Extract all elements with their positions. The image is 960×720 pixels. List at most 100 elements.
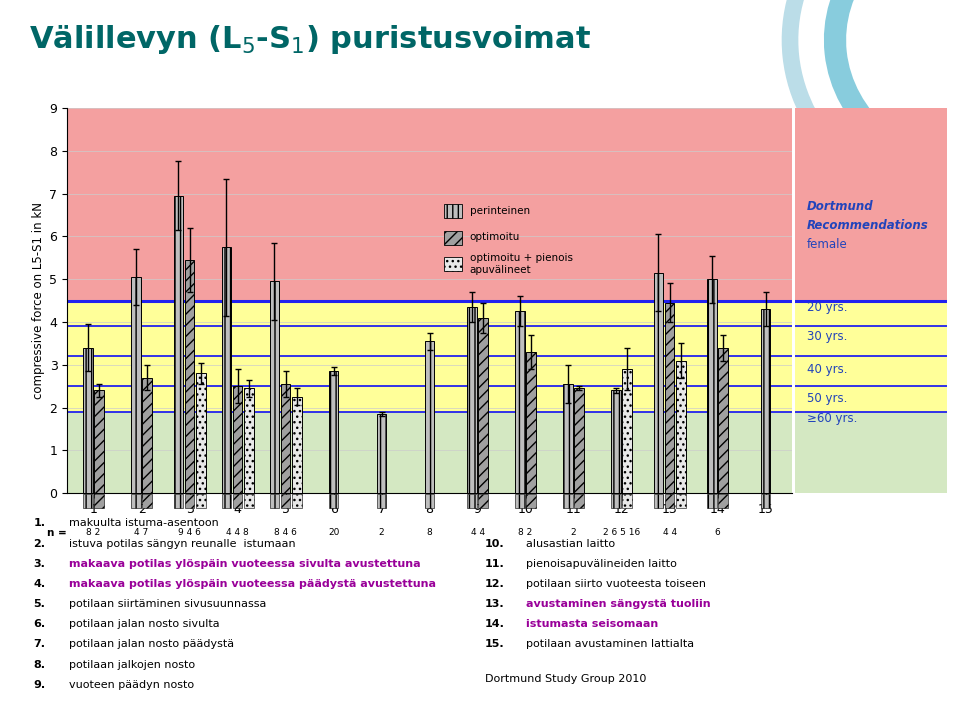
Text: 8 4 6: 8 4 6 [275, 528, 297, 537]
Text: 6: 6 [715, 528, 720, 537]
Text: makaava potilas ylöspäin vuoteessa sivulta avustettuna: makaava potilas ylöspäin vuoteessa sivul… [69, 559, 420, 569]
Bar [468, 494, 477, 508]
Bar [196, 494, 205, 508]
Text: 9 4 6: 9 4 6 [179, 528, 201, 537]
Bar [424, 341, 434, 493]
Bar [244, 388, 253, 493]
Bar [760, 309, 770, 493]
Bar [376, 414, 386, 493]
Bar [444, 257, 463, 271]
Text: potilaan jalkojen nosto: potilaan jalkojen nosto [69, 660, 195, 670]
Bar [612, 494, 621, 508]
Text: alusastian laitto: alusastian laitto [526, 539, 615, 549]
Bar [328, 494, 339, 508]
Text: Välillevyn (L$_5$-S$_1$) puristusvoimat: Välillevyn (L$_5$-S$_1$) puristusvoimat [29, 23, 590, 56]
Bar [84, 494, 93, 508]
Text: potilaan siirtäminen sivusuunnassa: potilaan siirtäminen sivusuunnassa [69, 599, 267, 609]
Bar [676, 361, 685, 493]
Bar [526, 352, 536, 493]
Bar [664, 302, 674, 493]
Text: ≥60 yrs.: ≥60 yrs. [807, 412, 857, 425]
Bar [184, 260, 194, 493]
Bar [708, 279, 717, 493]
Text: 30 yrs.: 30 yrs. [807, 330, 848, 343]
Bar [132, 494, 141, 508]
Text: potilaan avustaminen lattialta: potilaan avustaminen lattialta [526, 639, 694, 649]
Text: makuulta istuma-asentoon: makuulta istuma-asentoon [69, 518, 219, 528]
Text: 7.: 7. [34, 639, 46, 649]
Bar [574, 494, 584, 508]
Text: potilaan jalan nosto päädystä: potilaan jalan nosto päädystä [69, 639, 234, 649]
Bar [718, 348, 728, 493]
Bar [94, 390, 104, 493]
Bar [468, 307, 477, 493]
Bar [232, 386, 242, 493]
Bar [564, 494, 573, 508]
Text: vuoteen päädyn nosto: vuoteen päädyn nosto [69, 680, 194, 690]
Text: 4.: 4. [34, 579, 46, 589]
Y-axis label: compressive force on L5-S1 in kN: compressive force on L5-S1 in kN [33, 202, 45, 399]
Text: n =: n = [47, 528, 67, 538]
Text: 20: 20 [328, 528, 339, 537]
Text: Recommendations: Recommendations [807, 219, 928, 232]
Bar [174, 196, 183, 493]
Bar [280, 494, 291, 508]
Bar [270, 282, 279, 493]
Bar [664, 494, 674, 508]
Bar [516, 494, 525, 508]
Bar [795, 301, 947, 412]
Text: optimoitu: optimoitu [469, 233, 520, 243]
Text: istuva potilas sängyn reunalle  istumaan: istuva potilas sängyn reunalle istumaan [69, 539, 296, 549]
Text: 15.: 15. [485, 639, 504, 649]
Bar [232, 494, 242, 508]
Bar [622, 369, 632, 493]
Text: 8 2: 8 2 [86, 528, 101, 537]
Text: 14.: 14. [485, 619, 505, 629]
Bar [280, 384, 291, 493]
Bar [270, 494, 279, 508]
Text: 11.: 11. [485, 559, 505, 569]
Bar [444, 204, 463, 218]
Text: 4 4: 4 4 [662, 528, 677, 537]
Text: female: female [807, 238, 848, 251]
Bar [478, 494, 488, 508]
Text: perinteinen: perinteinen [469, 206, 530, 216]
Text: 8: 8 [427, 528, 432, 537]
Bar [292, 494, 301, 508]
Text: 2 6 5 16: 2 6 5 16 [603, 528, 640, 537]
Text: 10.: 10. [485, 539, 504, 549]
Bar [132, 277, 141, 493]
Text: 8.: 8. [34, 660, 46, 670]
Text: 50 yrs.: 50 yrs. [807, 392, 848, 405]
Bar [622, 494, 632, 508]
Bar [574, 388, 584, 493]
Text: 5.: 5. [34, 599, 45, 609]
Bar [654, 494, 663, 508]
Text: 4 4: 4 4 [470, 528, 485, 537]
Text: avustaminen sängystä tuoliin: avustaminen sängystä tuoliin [526, 599, 710, 609]
Bar [676, 494, 685, 508]
Bar [795, 412, 947, 493]
Text: pienoisapuvälineiden laitto: pienoisapuvälineiden laitto [526, 559, 677, 569]
Bar [708, 494, 717, 508]
Bar [67, 412, 792, 493]
Bar [654, 273, 663, 493]
Bar [67, 301, 792, 412]
Bar [142, 494, 152, 508]
Text: 13.: 13. [485, 599, 504, 609]
Text: 4 7: 4 7 [134, 528, 149, 537]
Bar [222, 247, 231, 493]
Bar [94, 494, 104, 508]
Text: 2.: 2. [34, 539, 46, 549]
Bar [478, 318, 488, 493]
Bar [222, 494, 231, 508]
Text: potilaan siirto vuoteesta toiseen: potilaan siirto vuoteesta toiseen [526, 579, 707, 589]
Text: 4 4 8: 4 4 8 [227, 528, 249, 537]
Bar [564, 384, 573, 493]
Text: makaava potilas ylöspäin vuoteessa päädystä avustettuna: makaava potilas ylöspäin vuoteessa päädy… [69, 579, 436, 589]
Bar [196, 374, 205, 493]
Bar [84, 348, 93, 493]
Text: potilaan jalan nosto sivulta: potilaan jalan nosto sivulta [69, 619, 220, 629]
Text: 40 yrs.: 40 yrs. [807, 364, 848, 377]
Bar [795, 108, 947, 300]
